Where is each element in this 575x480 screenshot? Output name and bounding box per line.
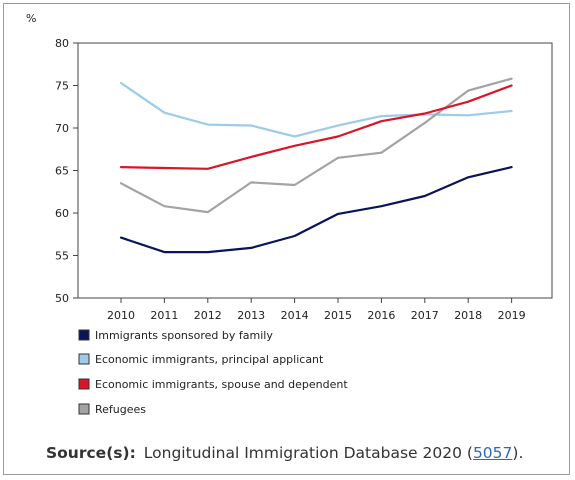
legend-label: Economic immigrants, principal applicant <box>95 353 324 366</box>
y-tick-label: 80 <box>55 37 69 50</box>
series-line <box>119 84 513 170</box>
series-line <box>119 166 513 254</box>
y-unit-label: % <box>26 12 36 25</box>
x-tick-label: 2012 <box>194 309 222 322</box>
y-tick-label: 60 <box>55 207 69 220</box>
x-tick-label: 2010 <box>107 309 135 322</box>
series-line <box>119 81 513 138</box>
y-tick-label: 75 <box>55 80 69 93</box>
line-chart: % 50 55 60 65 70 75 80 2010 2011 2012 2013 2014 2015 2… <box>26 12 553 416</box>
legend-label: Economic immigrants, spouse and dependen… <box>95 378 348 391</box>
source-note: Source(s): Longitudinal Immigration Datab… <box>46 444 523 462</box>
x-tick-label: 2014 <box>281 309 309 322</box>
legend-swatch <box>78 353 90 365</box>
y-tick-label: 55 <box>55 250 69 263</box>
chart-frame: % 50 55 60 65 70 75 80 2010 2011 2012 2013 2014 2015 2… <box>3 3 570 475</box>
x-tick-label: 2015 <box>324 309 352 322</box>
plot-area <box>77 42 553 299</box>
x-tick-label: 2013 <box>237 309 265 322</box>
legend-label: Immigrants sponsored by family <box>95 329 273 342</box>
x-tick-label: 2016 <box>367 309 395 322</box>
x-tick-label: 2011 <box>150 309 178 322</box>
x-tick-label: 2019 <box>498 309 526 322</box>
legend-swatch <box>78 378 90 390</box>
x-tick-label: 2018 <box>454 309 482 322</box>
y-tick-label: 65 <box>55 165 69 178</box>
x-tick-label: 2017 <box>411 309 439 322</box>
source-label: Source(s): <box>46 444 136 462</box>
legend-label: Refugees <box>95 403 146 416</box>
source-suffix: ). <box>512 444 524 462</box>
legend-swatch <box>78 403 90 415</box>
y-tick-label: 50 <box>55 292 69 305</box>
source-link[interactable]: 5057 <box>472 444 513 462</box>
legend-swatch <box>78 329 90 341</box>
series-line <box>119 77 513 214</box>
source-text: Longitudinal Immigration Database 2020 ( <box>143 444 473 462</box>
y-tick-label: 70 <box>55 122 69 135</box>
